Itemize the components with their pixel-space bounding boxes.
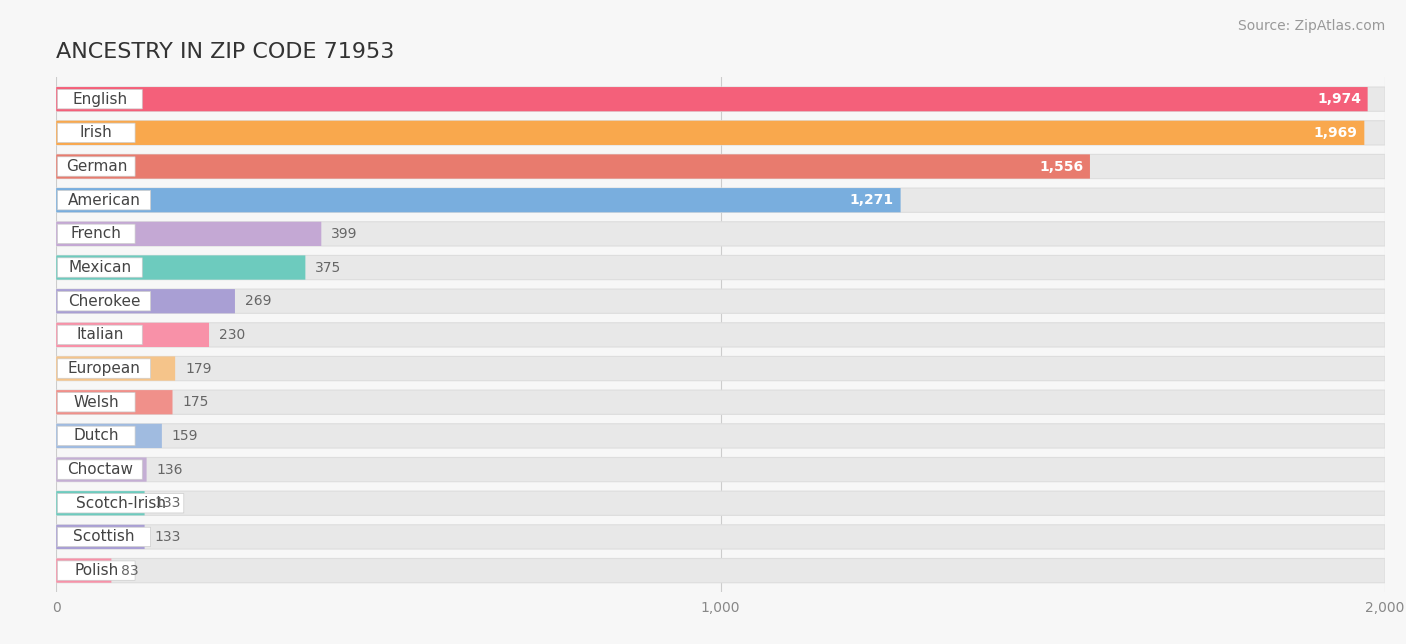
FancyBboxPatch shape bbox=[56, 525, 145, 549]
Text: 136: 136 bbox=[156, 462, 183, 477]
FancyBboxPatch shape bbox=[56, 120, 1364, 145]
FancyBboxPatch shape bbox=[58, 325, 142, 345]
Text: 83: 83 bbox=[121, 564, 139, 578]
Text: 159: 159 bbox=[172, 429, 198, 443]
FancyBboxPatch shape bbox=[58, 191, 150, 210]
Text: 1,974: 1,974 bbox=[1317, 92, 1361, 106]
FancyBboxPatch shape bbox=[56, 256, 1385, 279]
Text: Polish: Polish bbox=[75, 563, 118, 578]
FancyBboxPatch shape bbox=[56, 222, 322, 246]
FancyBboxPatch shape bbox=[56, 390, 173, 414]
Text: 230: 230 bbox=[219, 328, 245, 342]
FancyBboxPatch shape bbox=[58, 90, 142, 109]
Text: Scotch-Irish: Scotch-Irish bbox=[76, 496, 166, 511]
FancyBboxPatch shape bbox=[56, 155, 1385, 178]
Text: Choctaw: Choctaw bbox=[67, 462, 134, 477]
Text: 1,271: 1,271 bbox=[849, 193, 894, 207]
FancyBboxPatch shape bbox=[56, 289, 1385, 314]
FancyBboxPatch shape bbox=[56, 256, 305, 279]
FancyBboxPatch shape bbox=[58, 561, 135, 580]
FancyBboxPatch shape bbox=[58, 292, 150, 311]
Text: English: English bbox=[72, 91, 128, 107]
FancyBboxPatch shape bbox=[58, 258, 142, 277]
FancyBboxPatch shape bbox=[58, 359, 150, 378]
FancyBboxPatch shape bbox=[58, 393, 135, 412]
FancyBboxPatch shape bbox=[56, 155, 1090, 178]
FancyBboxPatch shape bbox=[56, 222, 1385, 246]
Text: 375: 375 bbox=[315, 261, 342, 274]
FancyBboxPatch shape bbox=[56, 87, 1385, 111]
Text: Cherokee: Cherokee bbox=[67, 294, 141, 308]
Text: 1,556: 1,556 bbox=[1039, 160, 1083, 173]
FancyBboxPatch shape bbox=[56, 188, 901, 213]
Text: Dutch: Dutch bbox=[73, 428, 120, 444]
Text: 399: 399 bbox=[332, 227, 357, 241]
FancyBboxPatch shape bbox=[56, 457, 1385, 482]
FancyBboxPatch shape bbox=[56, 558, 1385, 583]
Text: 133: 133 bbox=[155, 497, 181, 510]
FancyBboxPatch shape bbox=[58, 426, 135, 446]
Text: Source: ZipAtlas.com: Source: ZipAtlas.com bbox=[1237, 19, 1385, 33]
Text: Welsh: Welsh bbox=[73, 395, 120, 410]
FancyBboxPatch shape bbox=[58, 527, 150, 547]
Text: 179: 179 bbox=[186, 361, 212, 375]
Text: 175: 175 bbox=[183, 395, 209, 409]
FancyBboxPatch shape bbox=[58, 224, 135, 243]
FancyBboxPatch shape bbox=[56, 289, 235, 314]
FancyBboxPatch shape bbox=[56, 424, 162, 448]
Text: Irish: Irish bbox=[80, 126, 112, 140]
FancyBboxPatch shape bbox=[56, 491, 1385, 515]
FancyBboxPatch shape bbox=[58, 123, 135, 142]
Text: 133: 133 bbox=[155, 530, 181, 544]
Text: Italian: Italian bbox=[76, 327, 124, 343]
FancyBboxPatch shape bbox=[56, 356, 1385, 381]
FancyBboxPatch shape bbox=[56, 87, 1368, 111]
Text: Scottish: Scottish bbox=[73, 529, 135, 544]
FancyBboxPatch shape bbox=[58, 493, 184, 513]
FancyBboxPatch shape bbox=[56, 390, 1385, 414]
FancyBboxPatch shape bbox=[56, 424, 1385, 448]
FancyBboxPatch shape bbox=[56, 120, 1385, 145]
Text: Mexican: Mexican bbox=[69, 260, 132, 275]
Text: European: European bbox=[67, 361, 141, 376]
FancyBboxPatch shape bbox=[56, 356, 176, 381]
FancyBboxPatch shape bbox=[56, 323, 1385, 347]
FancyBboxPatch shape bbox=[56, 323, 209, 347]
Text: French: French bbox=[70, 226, 122, 242]
FancyBboxPatch shape bbox=[56, 558, 111, 583]
Text: American: American bbox=[67, 193, 141, 207]
Text: ANCESTRY IN ZIP CODE 71953: ANCESTRY IN ZIP CODE 71953 bbox=[56, 42, 395, 62]
FancyBboxPatch shape bbox=[56, 457, 146, 482]
FancyBboxPatch shape bbox=[58, 460, 142, 479]
FancyBboxPatch shape bbox=[56, 491, 145, 515]
FancyBboxPatch shape bbox=[58, 157, 135, 176]
FancyBboxPatch shape bbox=[56, 525, 1385, 549]
Text: German: German bbox=[66, 159, 127, 174]
FancyBboxPatch shape bbox=[56, 188, 1385, 213]
Text: 269: 269 bbox=[245, 294, 271, 308]
Text: 1,969: 1,969 bbox=[1313, 126, 1358, 140]
